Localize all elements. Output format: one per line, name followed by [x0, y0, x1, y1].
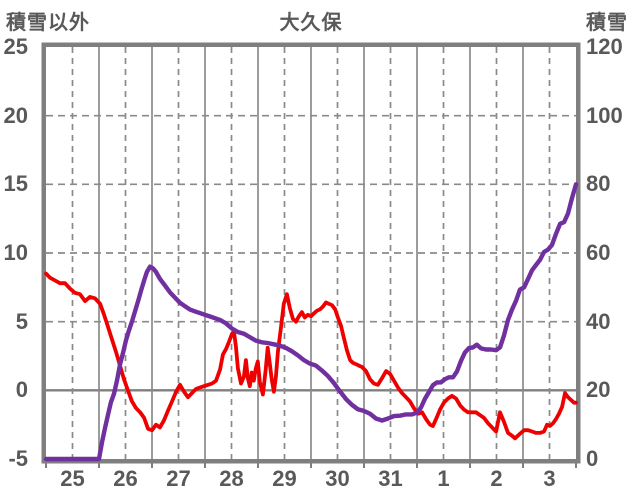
right-axis-tick-label: 80: [586, 171, 611, 197]
left-axis-tick-label: 20: [3, 102, 28, 128]
x-axis-tick-label: 31: [378, 466, 403, 491]
x-axis-tick-label: 28: [219, 466, 244, 491]
x-axis-tick-label: 2: [490, 466, 503, 491]
x-axis-tick-label: 25: [60, 466, 85, 491]
right-axis-title: 積雪: [586, 12, 628, 34]
right-axis-tick-label: 40: [586, 308, 611, 334]
x-axis-tick-label: 1: [437, 466, 450, 491]
right-axis-tick-label: 0: [586, 446, 599, 471]
x-axis-tick-label: 27: [166, 466, 191, 491]
x-axis-tick-label: 3: [543, 466, 556, 491]
chart-title: 大久保: [279, 12, 343, 34]
x-axis-tick-label: 29: [272, 466, 297, 491]
purple-right-axis-series: [43, 182, 579, 462]
right-axis-tick-label: 100: [586, 102, 623, 128]
x-axis-tick-label: 30: [325, 466, 350, 491]
left-axis-tick-label: 25: [3, 34, 28, 59]
left-axis-tick-label: 0: [15, 377, 28, 403]
x-axis-tick-label: 26: [113, 466, 138, 491]
red-left-axis-series: [44, 271, 578, 441]
left-axis-tick-label: 10: [3, 240, 28, 265]
left-axis-tick-label: 15: [3, 171, 28, 197]
plot-border: [41, 42, 581, 464]
right-axis-tick-label: 120: [586, 34, 623, 59]
left-axis-tick-label: -5: [8, 446, 28, 471]
right-axis-tick-label: 20: [586, 377, 611, 403]
left-axis-tick-label: 5: [15, 308, 28, 334]
left-axis-title: 積雪以外: [6, 12, 90, 34]
right-axis-tick-label: 60: [586, 240, 611, 265]
